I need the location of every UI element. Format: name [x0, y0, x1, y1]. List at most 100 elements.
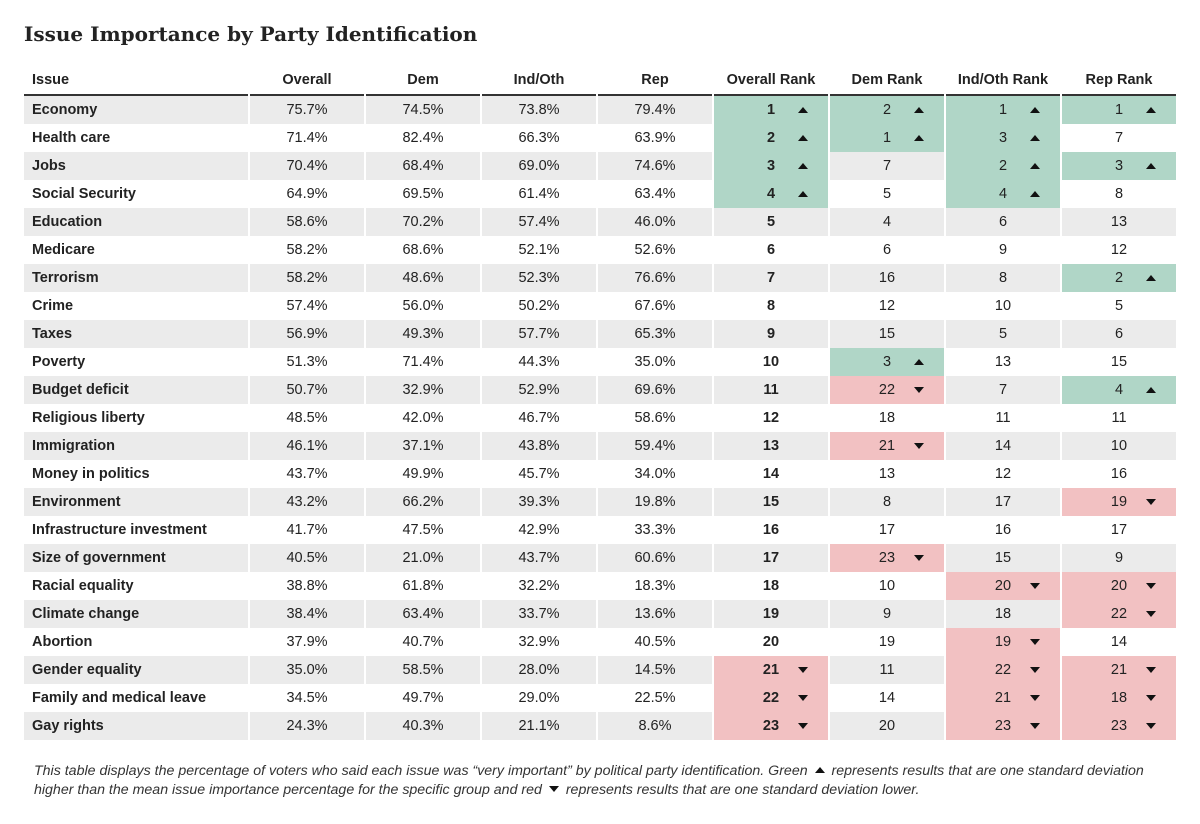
rank-value: 7 [830, 152, 944, 180]
issue-table: Issue Overall Dem Ind/Oth Rep Overall Ra… [22, 66, 1178, 740]
down-triangle-icon [548, 786, 559, 793]
ind-cell: 28.0% [482, 656, 596, 684]
rank-number: 10 [762, 354, 780, 370]
rank-value: 11 [946, 404, 1060, 432]
rank-value: 21 [1062, 656, 1176, 684]
rep-cell: 33.3% [634, 522, 676, 538]
overall-cell: 43.7% [286, 466, 328, 482]
rank-number: 19 [994, 634, 1012, 650]
down-triangle-icon [1146, 583, 1156, 589]
overall-rank-cell: 1 [714, 96, 828, 124]
rep-rank-cell: 10 [1062, 432, 1176, 460]
ind-rank-cell: 22 [946, 656, 1060, 684]
rep-cell: 18.3% [634, 578, 676, 594]
rank-value: 16 [946, 516, 1060, 544]
dem-rank-cell: 1 [830, 124, 944, 152]
dem-rank-cell: 4 [830, 208, 944, 236]
rank-value: 20 [1062, 572, 1176, 600]
rank-value: 5 [946, 320, 1060, 348]
up-triangle-icon [1030, 191, 1040, 197]
rank-number: 2 [1114, 270, 1124, 286]
down-triangle-icon [1030, 723, 1040, 729]
ind-rank-cell: 14 [946, 432, 1060, 460]
rank-number: 11 [879, 662, 895, 678]
issue-label: Gay rights [24, 712, 248, 740]
rank-value: 9 [830, 600, 944, 628]
rank-number: 5 [1114, 298, 1124, 314]
overall-rank-cell: 10 [714, 348, 828, 376]
rank-value: 20 [830, 712, 944, 740]
dem-rank-cell: 9 [830, 600, 944, 628]
rank-value: 23 [830, 544, 944, 572]
rank-number: 20 [878, 718, 896, 734]
table-row: Religious liberty 48.5% 42.0% 46.7% 58.6% 12 1… [24, 404, 1176, 432]
rank-value: 13 [1062, 208, 1176, 236]
rep-cell: 79.4% [598, 96, 712, 124]
rank-value: 9 [946, 236, 1060, 264]
dem-cell: 61.8% [402, 578, 444, 594]
col-header-dem-rank: Dem Rank [830, 66, 944, 96]
rank-value: 17 [946, 488, 1060, 516]
rank-value: 21 [714, 656, 828, 684]
rank-number: 6 [882, 242, 892, 258]
issue-label: Poverty [32, 354, 86, 370]
down-triangle-icon [914, 443, 924, 449]
rank-value: 4 [830, 208, 944, 236]
dem-rank-cell: 2 [830, 96, 944, 124]
rank-number: 19 [1110, 494, 1128, 510]
rank-value: 15 [946, 544, 1060, 572]
overall-rank-cell: 11 [714, 376, 828, 404]
rank-number: 1 [766, 102, 776, 118]
rank-number: 22 [878, 382, 896, 398]
rank-number: 8 [766, 298, 776, 314]
rank-number: 17 [878, 522, 896, 538]
dem-rank-cell: 20 [830, 712, 944, 740]
overall-cell: 51.3% [286, 354, 328, 370]
overall-rank-cell: 19 [714, 600, 828, 628]
rank-value: 10 [830, 572, 944, 600]
rank-value: 21 [946, 684, 1060, 712]
dem-cell: 40.7% [402, 634, 444, 650]
rank-number: 20 [994, 578, 1012, 594]
ind-cell: 46.7% [518, 410, 560, 426]
issue-label: Economy [24, 96, 248, 124]
overall-rank-cell: 9 [714, 320, 828, 348]
issue-label: Abortion [32, 634, 93, 650]
footnote-part-2: represents results that are one standard… [34, 763, 1144, 798]
overall-rank-cell: 3 [714, 152, 828, 180]
rank-number: 5 [998, 326, 1008, 342]
rank-value: 1 [830, 124, 944, 152]
overall-cell: 38.4% [250, 600, 364, 628]
overall-rank-cell: 21 [714, 656, 828, 684]
down-triangle-icon [914, 555, 924, 561]
issue-label: Budget deficit [24, 376, 248, 404]
rank-value: 21 [830, 432, 944, 460]
down-triangle-icon [1030, 695, 1040, 701]
rank-value: 19 [1062, 488, 1176, 516]
rank-number: 11 [763, 382, 779, 398]
dem-rank-cell: 18 [830, 404, 944, 432]
table-row: Health care 71.4% 82.4% 66.3% 63.9% 2 1 3 7 [24, 124, 1176, 152]
ind-rank-cell: 5 [946, 320, 1060, 348]
rank-value: 8 [830, 488, 944, 516]
rank-number: 23 [762, 718, 780, 734]
ind-rank-cell: 12 [946, 460, 1060, 488]
rep-cell: 65.3% [598, 320, 712, 348]
rank-value: 1 [714, 96, 828, 124]
dem-rank-cell: 21 [830, 432, 944, 460]
rank-value: 6 [946, 208, 1060, 236]
ind-rank-cell: 17 [946, 488, 1060, 516]
rank-value: 2 [714, 124, 828, 152]
overall-cell: 57.4% [286, 298, 328, 314]
rank-number: 3 [998, 130, 1008, 146]
rank-value: 5 [1062, 292, 1176, 320]
ind-rank-cell: 8 [946, 264, 1060, 292]
issue-label: Infrastructure investment [32, 522, 207, 538]
down-triangle-icon [798, 723, 808, 729]
overall-rank-cell: 7 [714, 264, 828, 292]
rep-rank-cell: 20 [1062, 572, 1176, 600]
rank-value: 23 [714, 712, 828, 740]
rank-value: 18 [946, 600, 1060, 628]
rank-value: 8 [714, 292, 828, 320]
rank-value: 1 [946, 96, 1060, 124]
